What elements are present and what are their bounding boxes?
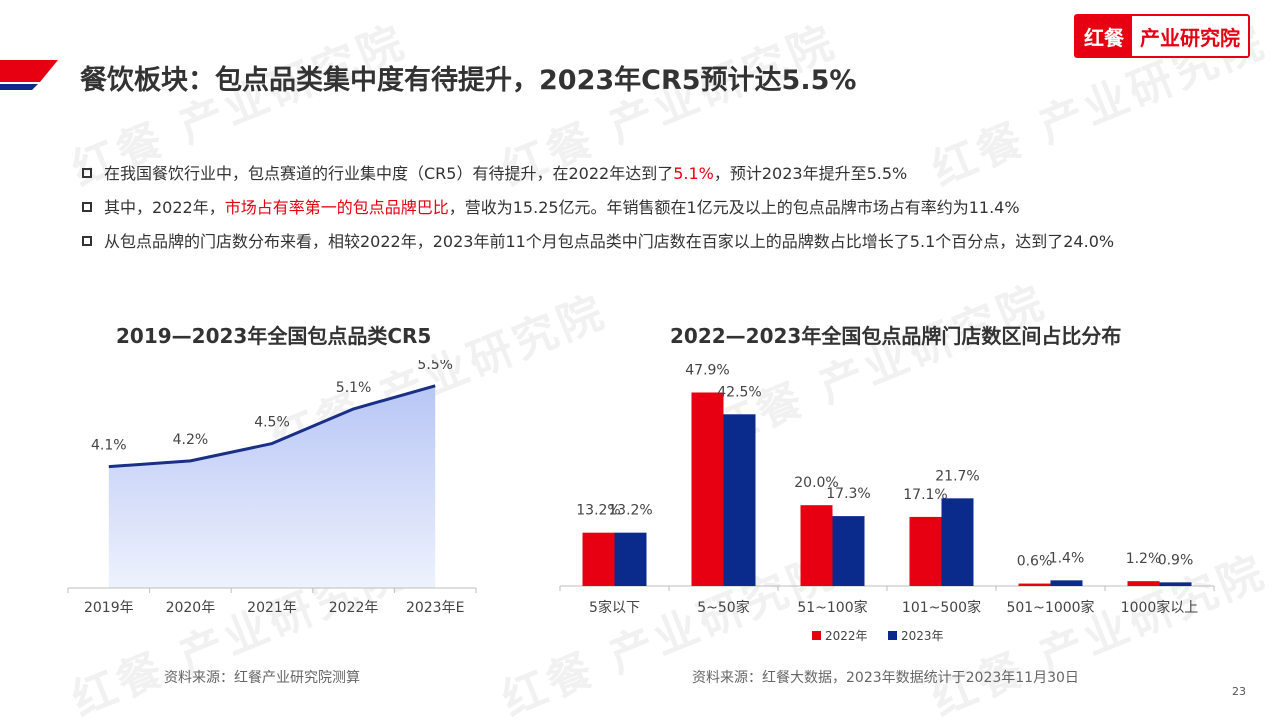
- bullet-text: 在我国餐饮行业中，包点赛道的行业集中度（CR5）有待提升，在2022年达到了: [104, 164, 674, 183]
- legend-label: 2023年: [901, 629, 944, 643]
- x-tick-label: 2022年: [329, 600, 379, 616]
- data-label: 1.4%: [1049, 550, 1085, 566]
- bar-2023年: [1050, 580, 1083, 586]
- bar-2022年: [1127, 581, 1160, 586]
- store-dist-chart-title: 2022—2023年全国包点品牌门店数区间占比分布: [670, 324, 1122, 348]
- bar-2022年: [800, 505, 833, 586]
- x-tick-label: 2020年: [166, 600, 216, 616]
- data-label: 0.9%: [1158, 552, 1194, 568]
- bar-2022年: [582, 532, 615, 586]
- data-label: 0.6%: [1017, 554, 1053, 570]
- bullet-text: ，营收为15.25亿元。年销售额在1亿元及以上的包点品牌市场占有率约为11.4%: [448, 198, 1020, 217]
- brand-logo: 红餐 产业研究院: [1074, 14, 1250, 58]
- bar-2022年: [1018, 583, 1051, 586]
- legend-label: 2022年: [825, 629, 868, 643]
- bullet-highlight: 市场占有率第一的包点品牌巴比: [224, 198, 449, 217]
- page-number: 23: [1232, 685, 1246, 698]
- data-label: 21.7%: [935, 468, 979, 484]
- store-dist-bar-chart: 13.2%13.2% 5家以下 47.9% 42.5% 5~50家 20.0%17.3% 5…: [559, 362, 1215, 643]
- legend-swatch: [812, 631, 821, 640]
- data-label: 5.1%: [336, 380, 372, 396]
- data-label: 42.5%: [717, 384, 761, 400]
- area-fill: [108, 385, 436, 588]
- bullet-text: 从包点品牌的门店数分布来看，相较2022年，2023年前11个月包点品类中门店数…: [104, 232, 1115, 251]
- x-tick-label: 101~500家: [902, 599, 981, 616]
- data-label: 4.1%: [91, 438, 127, 454]
- data-label: 17.3%: [826, 486, 870, 502]
- x-tick-label: 5家以下: [589, 599, 640, 616]
- bar-2023年: [832, 516, 865, 586]
- x-tick-label: 501~1000家: [1006, 599, 1094, 616]
- x-tick-label: 2019年: [84, 600, 134, 616]
- bullet-item: 其中，2022年，市场占有率第一的包点品牌巴比，营收为15.25亿元。年销售额在…: [82, 198, 1212, 218]
- cr5-chart-source: 资料来源：红餐产业研究院测算: [164, 670, 360, 686]
- bar-2023年: [614, 532, 647, 586]
- square-bullet-icon: [82, 236, 92, 246]
- bullet-item: 从包点品牌的门店数分布来看，相较2022年，2023年前11个月包点品类中门店数…: [82, 232, 1212, 252]
- bullet-item: 在我国餐饮行业中，包点赛道的行业集中度（CR5）有待提升，在2022年达到了5.…: [82, 164, 1212, 184]
- data-label: 47.9%: [685, 362, 729, 378]
- data-label: 5.5%: [417, 360, 453, 373]
- square-bullet-icon: [82, 202, 92, 212]
- legend-swatch: [888, 631, 897, 640]
- x-tick-label: 2021年: [247, 600, 297, 616]
- bar-2022年: [909, 516, 942, 586]
- data-label: 1.2%: [1126, 551, 1162, 567]
- bullet-text: 其中，2022年，: [104, 198, 225, 217]
- data-label: 4.5%: [254, 415, 290, 431]
- bullet-text: ，预计2023年提升至5.5%: [713, 164, 908, 183]
- cr5-line: [108, 384, 436, 469]
- data-label: 13.2%: [576, 503, 620, 519]
- bar-2023年: [723, 414, 756, 586]
- data-label: 13.2%: [608, 503, 652, 519]
- bar-2023年: [1159, 582, 1192, 586]
- bullet-highlight: 5.1%: [673, 164, 714, 183]
- x-tick-label: 5~50家: [697, 599, 749, 616]
- data-label: 4.2%: [173, 432, 209, 448]
- cr5-area-chart: 2019年 4.1% 2020年 4.2% 2021年 4.5% 2022年 5.1% 2023…: [67, 360, 477, 616]
- bullet-list: 在我国餐饮行业中，包点赛道的行业集中度（CR5）有待提升，在2022年达到了5.…: [82, 164, 1212, 266]
- bar-2022年: [691, 392, 724, 586]
- bar-2023年: [941, 498, 974, 586]
- data-label: 20.0%: [794, 475, 838, 491]
- page-title: 餐饮板块：包点品类集中度有待提升，2023年CR5预计达5.5%: [80, 65, 857, 96]
- title-accent-bar: [0, 60, 58, 90]
- store-dist-chart-source: 资料来源：红餐大数据，2023年数据统计于2023年11月30日: [692, 670, 1079, 686]
- cr5-chart-title: 2019—2023年全国包点品类CR5: [116, 324, 432, 348]
- logo-text: 产业研究院: [1132, 16, 1248, 56]
- x-tick-label: 2023年E: [406, 600, 464, 616]
- x-tick-label: 51~100家: [797, 599, 867, 616]
- x-tick-label: 1000家以上: [1121, 599, 1199, 616]
- square-bullet-icon: [82, 168, 92, 178]
- logo-mark: 红餐: [1076, 16, 1132, 56]
- data-label: 17.1%: [903, 487, 947, 503]
